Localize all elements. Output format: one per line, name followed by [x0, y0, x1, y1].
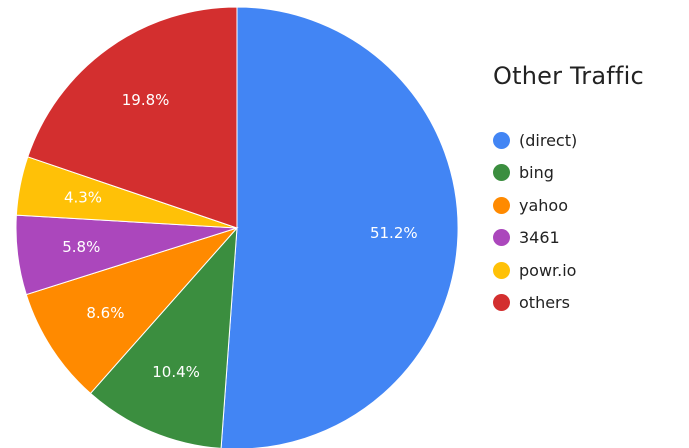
pie-slice-2[interactable] — [25, 226, 239, 395]
chart-title: Other Traffic — [493, 62, 644, 90]
legend-item-1[interactable]: bing — [493, 157, 644, 190]
pie-slice-0[interactable] — [220, 6, 459, 448]
legend-item-0[interactable]: (direct) — [493, 124, 644, 157]
legend-label-5: others — [519, 293, 570, 313]
legend-swatch-3 — [493, 229, 510, 247]
slice-value-label-5: 19.8% — [122, 91, 170, 109]
legend-item-5[interactable]: others — [493, 287, 644, 320]
slice-value-label-1: 10.4% — [152, 363, 200, 381]
legend-item-4[interactable]: powr.io — [493, 254, 644, 287]
legend-label-1: bing — [519, 163, 554, 183]
legend-list: (direct) bing yahoo 3461 powr.io others — [493, 124, 644, 319]
slice-value-label-4: 4.3% — [64, 188, 102, 206]
legend-label-4: powr.io — [519, 260, 577, 280]
legend-swatch-5 — [493, 294, 510, 312]
legend-label-2: yahoo — [519, 195, 568, 215]
legend-item-3[interactable]: 3461 — [493, 222, 644, 255]
pie-slice-5[interactable] — [27, 6, 238, 229]
legend-swatch-2 — [493, 196, 510, 214]
legend-swatch-4 — [493, 261, 510, 279]
slice-value-label-2: 8.6% — [86, 304, 124, 322]
legend-swatch-1 — [493, 164, 510, 182]
legend-swatch-0 — [493, 131, 510, 149]
slice-value-label-0: 51.2% — [370, 224, 418, 242]
slice-value-label-3: 5.8% — [62, 238, 100, 256]
legend-label-0: (direct) — [519, 130, 578, 150]
legend-label-3: 3461 — [519, 228, 560, 248]
legend: Other Traffic (direct) bing yahoo 3461 powr.… — [493, 62, 644, 319]
legend-item-2[interactable]: yahoo — [493, 189, 644, 222]
